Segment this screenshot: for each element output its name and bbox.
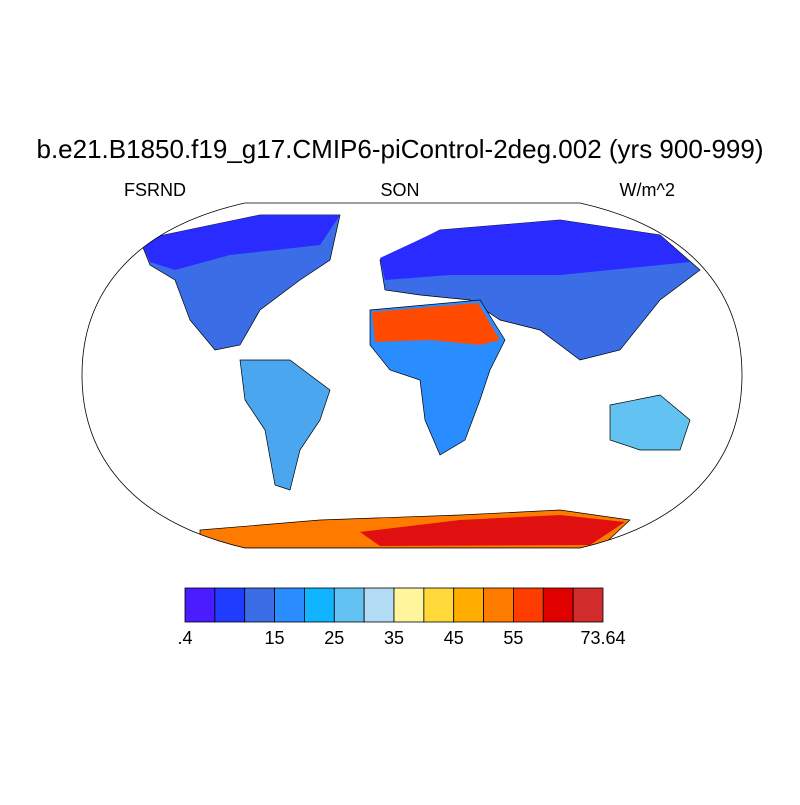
colorbar-box <box>453 587 484 623</box>
colorbar-box <box>542 587 574 623</box>
north-america-arctic <box>140 215 340 270</box>
colorbar-tick-label: 35 <box>384 628 404 648</box>
colorbar-box <box>363 587 395 623</box>
australia <box>609 394 691 451</box>
center-label: SON <box>380 180 419 200</box>
eurasia-north <box>380 220 690 280</box>
colorbar-box <box>214 587 246 623</box>
colorbar-box <box>333 587 365 623</box>
colorbar-box <box>513 587 544 623</box>
title: b.e21.B1850.f19_g17.CMIP6-piControl-2deg… <box>36 134 763 164</box>
colorbar-box <box>572 587 604 623</box>
colorbar-box <box>423 587 455 623</box>
south-america <box>239 359 331 491</box>
left-label: FSRND <box>124 180 186 200</box>
map <box>81 202 743 549</box>
colorbar-box <box>393 587 425 623</box>
sahara <box>372 303 500 345</box>
colorbar-tick-label: 45 <box>444 628 464 648</box>
colorbar: .4 15 25 35 45 55 73.64 <box>177 587 626 648</box>
colorbar-box <box>274 587 305 623</box>
colorbar-tick-label: .4 <box>177 628 192 648</box>
antarctica-interior <box>360 515 625 546</box>
colorbar-box <box>304 587 335 623</box>
colorbar-tick-label: 25 <box>324 628 344 648</box>
colorbar-box <box>244 587 275 623</box>
colorbar-tick-label: 73.64 <box>580 628 625 648</box>
colorbar-box <box>184 587 216 623</box>
map-outline <box>81 202 743 549</box>
colorbar-box <box>483 587 514 623</box>
colorbar-tick-label: 15 <box>265 628 285 648</box>
right-label: W/m^2 <box>620 180 675 200</box>
colorbar-tick-label: 55 <box>503 628 523 648</box>
